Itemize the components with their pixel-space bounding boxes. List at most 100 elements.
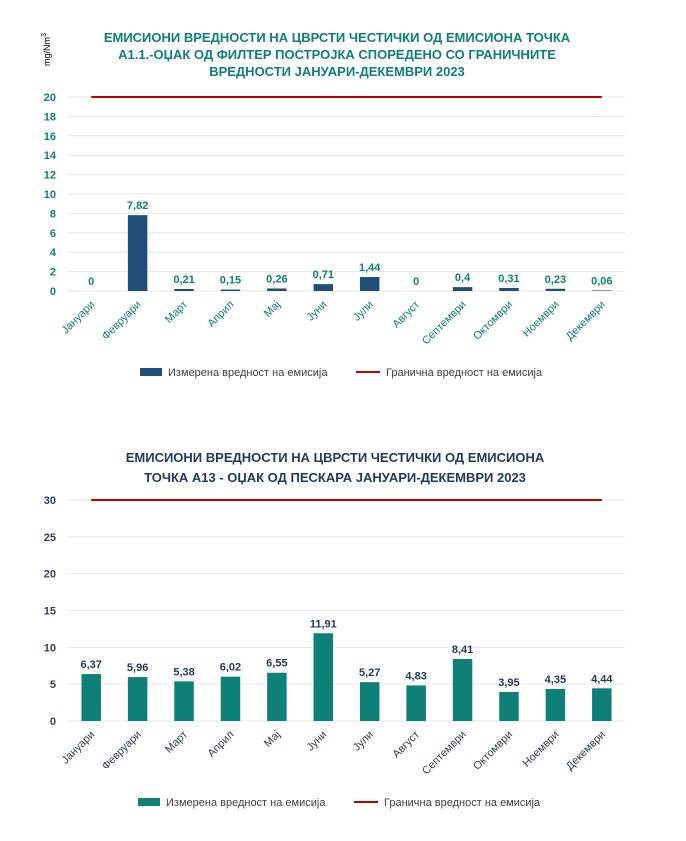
bar <box>545 288 566 291</box>
legend-swatch-measured <box>138 798 160 806</box>
data-label: 7,82 <box>127 200 148 212</box>
chart-title-line: ВРЕДНОСТИ ЈАНУАРИ-ДЕКЕМВРИ 2023 <box>209 64 465 79</box>
legend-swatch-measured <box>140 368 162 376</box>
x-tick-label: Мај <box>262 299 283 320</box>
y-tick-label: 10 <box>44 189 56 201</box>
bar <box>81 674 101 721</box>
bar <box>359 277 380 291</box>
x-tick-label: Јуни <box>304 729 329 754</box>
data-label: 0,15 <box>220 275 241 287</box>
x-tick-label: Февруари <box>100 299 144 343</box>
data-label: 5,27 <box>359 667 380 679</box>
x-tick-label: Април <box>205 299 236 330</box>
data-label: 4,83 <box>405 670 426 682</box>
bar <box>174 288 194 291</box>
bar <box>359 682 380 721</box>
x-tick-label: Август <box>390 729 422 761</box>
data-label: 11,91 <box>310 618 337 630</box>
x-tick-label: Јули <box>351 299 376 324</box>
data-label: 5,38 <box>173 666 194 678</box>
x-tick-label: Јуни <box>304 299 329 324</box>
y-axis-label: mg/Nm3 <box>41 33 52 66</box>
y-tick-label: 15 <box>44 606 56 618</box>
x-tick-label: Март <box>163 299 190 326</box>
data-label: 0,21 <box>173 274 194 286</box>
chart-title-line: А1.1.-ОЏАК ОД ФИЛТЕР ПОСТРОЈКА СПОРЕДЕНО… <box>118 47 556 62</box>
bar <box>220 676 241 721</box>
x-tick-label: Мај <box>262 729 283 750</box>
data-label: 0,71 <box>313 269 334 281</box>
y-tick-label: 25 <box>44 532 56 544</box>
legend-label-limit: Гранична вредност на емисија <box>386 367 543 379</box>
data-label: 1,44 <box>359 262 381 274</box>
bar <box>545 688 566 721</box>
x-tick-label: Јули <box>351 729 376 754</box>
data-label: 5,96 <box>127 662 148 674</box>
chart-title-line: ЕМИСИОНИ ВРЕДНОСТИ НА ЦВРСТИ ЧЕСТИЧКИ ОД… <box>126 450 545 465</box>
y-tick-label: 0 <box>50 716 56 728</box>
data-label: 8,41 <box>452 644 473 656</box>
bar <box>592 688 612 721</box>
bar <box>127 677 148 721</box>
bar <box>313 633 334 721</box>
x-tick-label: Август <box>390 299 422 331</box>
y-tick-label: 30 <box>44 495 56 507</box>
data-label: 0,06 <box>591 275 612 287</box>
y-tick-label: 8 <box>50 208 56 220</box>
legend-label-measured: Измерена вредност на емисија <box>168 367 328 379</box>
x-tick-label: Јануари <box>60 729 98 767</box>
y-tick-label: 2 <box>50 267 56 279</box>
x-tick-label: Октомври <box>471 729 515 773</box>
chart-sand-plant-emissions: ЕМИСИОНИ ВРЕДНОСТИ НА ЦВРСТИ ЧЕСТИЧКИ ОД… <box>44 450 625 809</box>
x-tick-label: Ноември <box>521 729 562 770</box>
data-label: 6,37 <box>80 659 101 671</box>
data-label: 4,44 <box>591 673 613 685</box>
y-tick-label: 5 <box>50 679 56 691</box>
bar <box>452 659 473 721</box>
data-label: 0,26 <box>266 273 287 285</box>
data-label: 6,02 <box>220 662 241 674</box>
bar <box>499 287 519 291</box>
bar <box>313 284 334 291</box>
bar <box>592 290 612 291</box>
data-label: 0,31 <box>498 273 519 285</box>
x-tick-label: Јануари <box>60 299 98 337</box>
legend-label-measured: Измерена вредност на емисија <box>166 797 326 809</box>
y-tick-label: 20 <box>44 92 56 104</box>
x-tick-label: Април <box>205 729 236 760</box>
x-tick-label: Декември <box>564 299 608 343</box>
y-tick-label: 4 <box>50 247 57 259</box>
x-tick-label: Ноември <box>521 299 562 340</box>
y-tick-label: 18 <box>44 111 56 123</box>
data-label: 6,55 <box>266 658 287 670</box>
data-label: 3,95 <box>498 677 519 689</box>
data-label: 4,35 <box>545 674 566 686</box>
y-tick-label: 0 <box>50 286 56 298</box>
y-tick-label: 12 <box>44 170 56 182</box>
chart-title-line: ЕМИСИОНИ ВРЕДНОСТИ НА ЦВРСТИ ЧЕСТИЧКИ ОД… <box>104 30 571 45</box>
y-tick-label: 20 <box>44 569 56 581</box>
x-tick-label: Октомври <box>471 299 515 343</box>
bar <box>220 289 241 291</box>
bar <box>127 215 148 291</box>
x-tick-label: Септември <box>420 729 469 778</box>
data-label: 0,23 <box>545 274 566 286</box>
x-tick-label: Февруари <box>100 729 144 773</box>
y-tick-label: 14 <box>44 150 57 162</box>
bar <box>499 691 519 721</box>
x-tick-label: Декември <box>564 729 608 773</box>
legend-label-limit: Гранична вредност на емисија <box>384 797 541 809</box>
y-tick-label: 6 <box>50 228 56 240</box>
bar <box>452 287 473 291</box>
x-tick-label: Март <box>163 729 190 756</box>
bar <box>174 681 194 721</box>
y-tick-label: 16 <box>44 131 56 143</box>
chart-filter-plant-emissions: ЕМИСИОНИ ВРЕДНОСТИ НА ЦВРСТИ ЧЕСТИЧКИ ОД… <box>41 30 625 379</box>
data-label: 0,4 <box>455 272 471 284</box>
y-tick-label: 10 <box>44 642 56 654</box>
chart-title-line: ТОЧКА А13 - ОЏАК ОД ПЕСКАРА ЈАНУАРИ-ДЕКЕ… <box>144 470 526 485</box>
bar <box>267 288 287 291</box>
bar <box>267 672 287 721</box>
data-label: 0 <box>88 276 94 288</box>
x-tick-label: Септември <box>420 299 469 348</box>
